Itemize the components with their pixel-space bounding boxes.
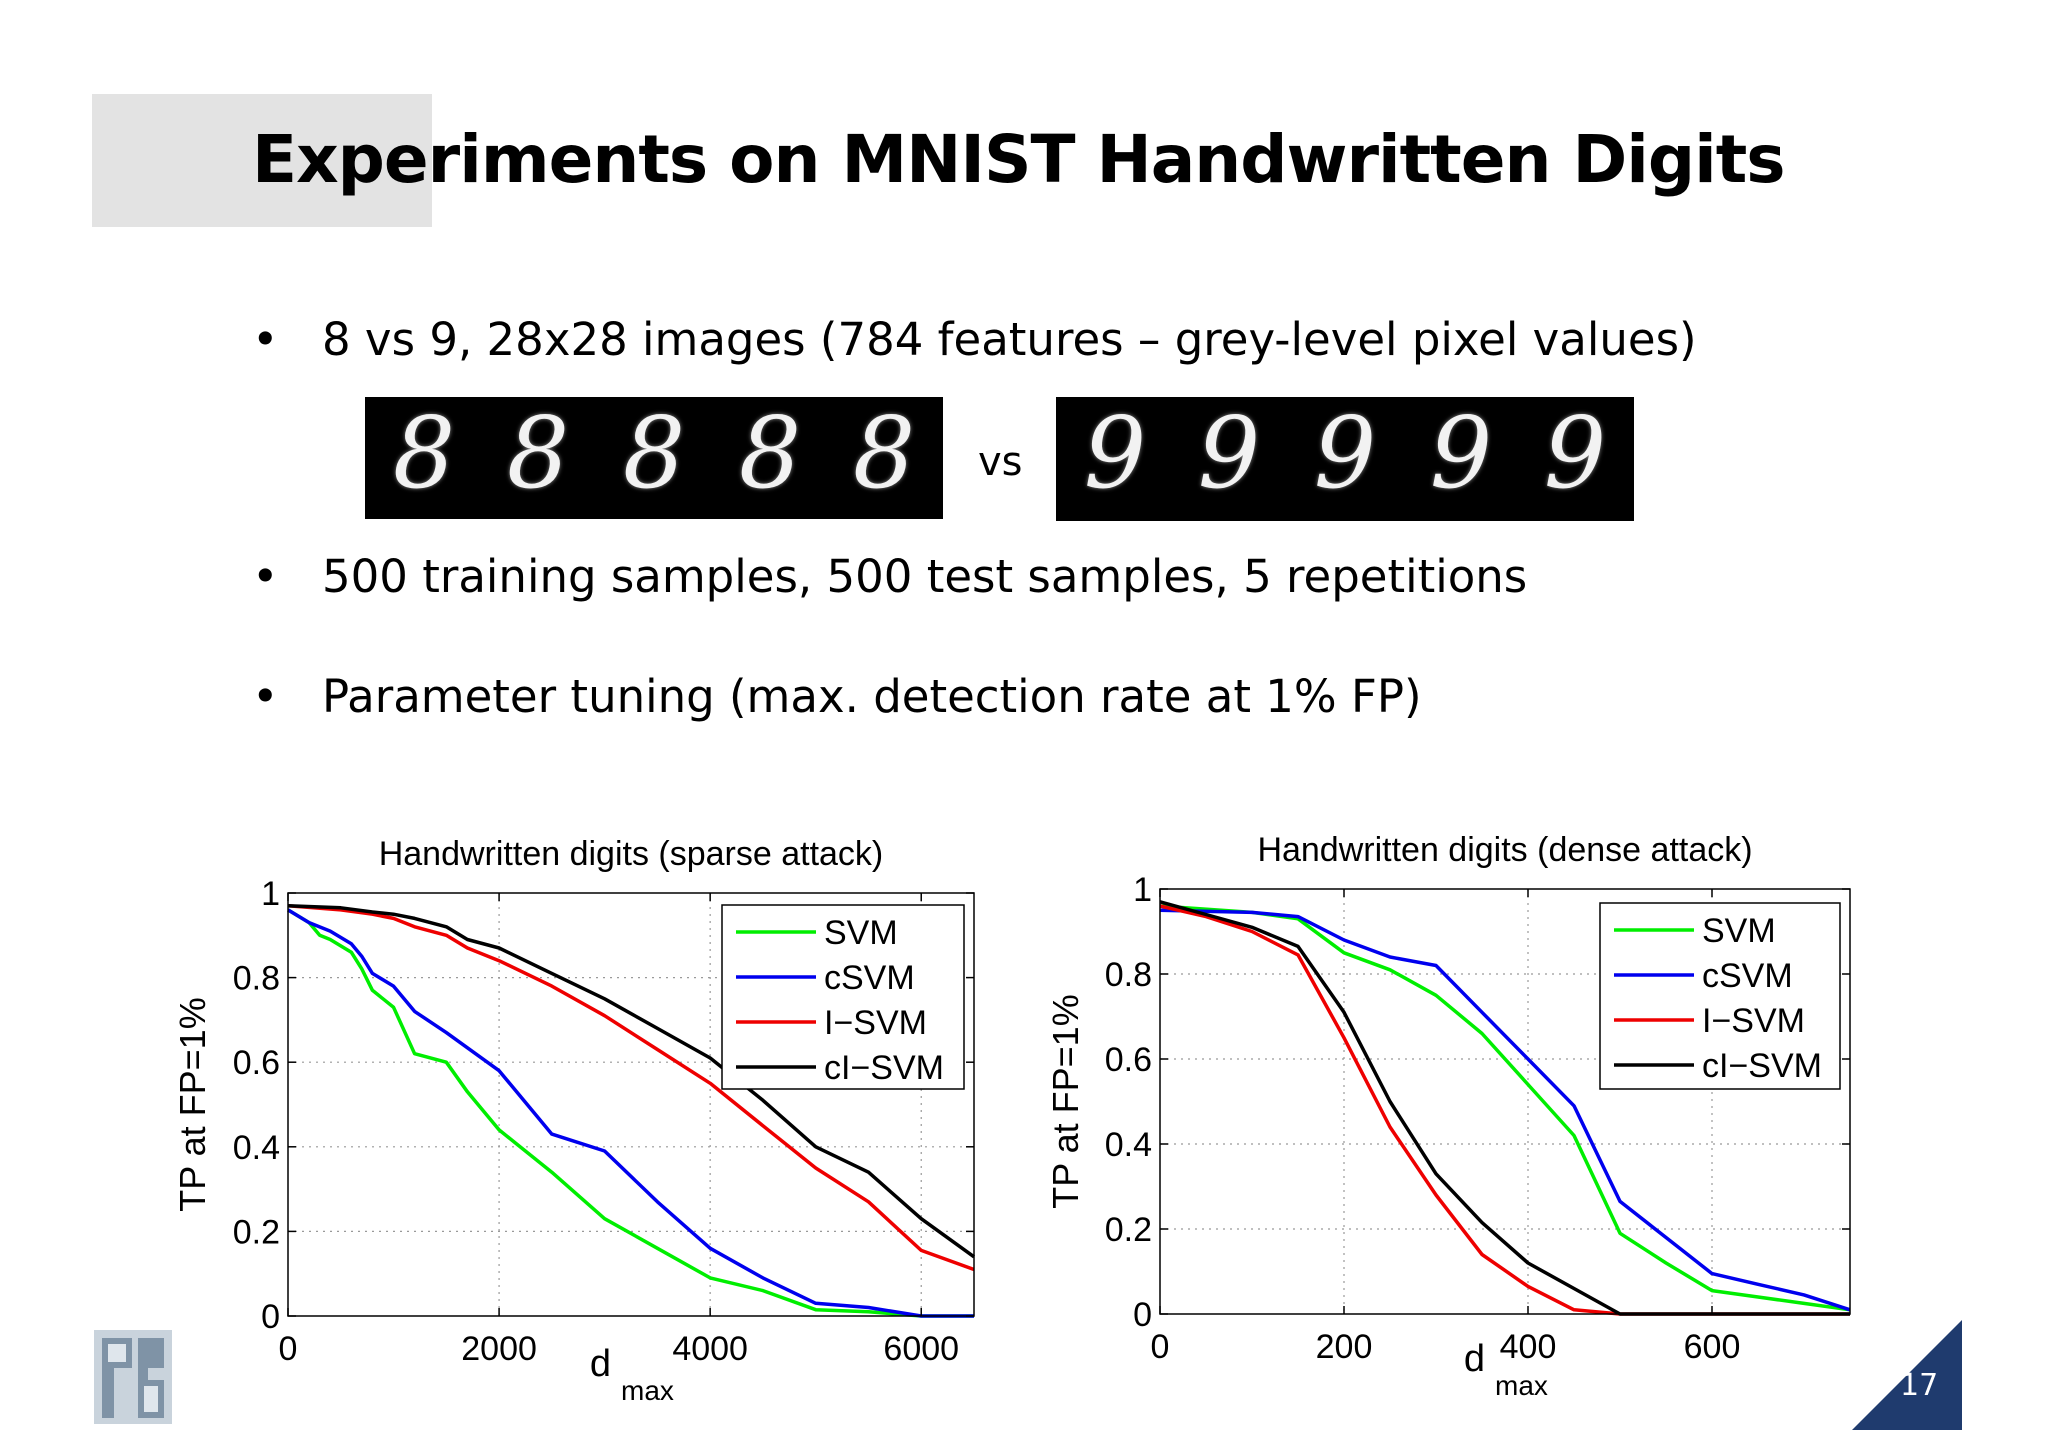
bullet-text: 500 training samples, 500 test samples, … <box>322 550 1528 603</box>
x-axis-label-subscript: max <box>1495 1370 1548 1401</box>
digit-eight-images: 8 8 8 8 8 <box>365 397 943 519</box>
series-line-svm <box>287 908 974 1318</box>
x-tick-label: 4000 <box>672 1330 748 1368</box>
legend-label: cSVM <box>1702 957 1793 995</box>
bullet-dot: • <box>252 670 279 723</box>
series-line-csvm <box>1159 908 1851 1312</box>
y-tick-label: 0.4 <box>1105 1126 1152 1164</box>
legend-box <box>721 904 965 1090</box>
legend-label: cI−SVM <box>1702 1047 1822 1085</box>
vs-label: vs <box>978 439 1023 485</box>
bullet-dot: • <box>252 313 279 366</box>
y-axis-label: TP at FP=1% <box>172 997 213 1211</box>
y-tick-label: 0.2 <box>1105 1211 1152 1249</box>
y-tick-label: 0.6 <box>233 1044 280 1082</box>
chart-panel-1: 0 2000 4000 6000 0 0.2 0.4 0.6 0.8 1 Handwritten d… <box>172 835 976 1406</box>
digit-eight: 8 <box>738 397 802 511</box>
university-logo-icon <box>94 1330 172 1424</box>
chart-title: Handwritten digits (sparse attack) <box>379 835 884 873</box>
x-tick-label: 600 <box>1684 1328 1741 1366</box>
axes-box <box>287 892 975 1317</box>
legend-label: I−SVM <box>1702 1002 1805 1040</box>
x-tick-label: 400 <box>1500 1328 1557 1366</box>
series-line-svm <box>1159 904 1851 1312</box>
x-axis-label-subscript: max <box>621 1375 674 1406</box>
digit-nine: 9 <box>1313 397 1377 511</box>
title-accent-box <box>92 94 432 227</box>
y-tick-label: 0.2 <box>233 1213 280 1251</box>
axes-box <box>1159 888 1851 1315</box>
legend-label: cSVM <box>824 959 915 997</box>
x-axis-label: d <box>590 1343 611 1385</box>
digit-eight: 8 <box>506 397 570 511</box>
series-line-isvm <box>287 903 975 1272</box>
x-tick-label: 2000 <box>461 1330 537 1368</box>
digit-nine: 9 <box>1429 397 1493 511</box>
y-tick-label: 0.4 <box>233 1129 280 1167</box>
bullet-text: Parameter tuning (max. detection rate at… <box>322 670 1422 723</box>
digit-eight: 8 <box>392 397 456 511</box>
y-axis-label: TP at FP=1% <box>1045 994 1086 1208</box>
digit-nine: 9 <box>1197 397 1261 511</box>
x-axis-label: d <box>1464 1338 1485 1380</box>
y-tick-label: 1 <box>261 875 280 913</box>
legend-box <box>1599 902 1841 1090</box>
legend-label: SVM <box>824 914 898 952</box>
legend-label: SVM <box>1702 912 1776 950</box>
legend-label: cI−SVM <box>824 1049 944 1087</box>
digit-nine: 9 <box>1083 397 1147 511</box>
bullet-dot: • <box>252 550 279 603</box>
digit-eight: 8 <box>622 397 686 511</box>
x-tick-label: 0 <box>279 1330 298 1368</box>
y-tick-label: 1 <box>1133 871 1152 909</box>
y-tick-label: 0 <box>1133 1296 1152 1334</box>
y-tick-label: 0 <box>261 1298 280 1336</box>
x-tick-label: 6000 <box>883 1330 959 1368</box>
page-corner-triangle <box>1852 1320 1962 1430</box>
y-tick-label: 0.8 <box>233 960 280 998</box>
page-number: 17 <box>1900 1368 1939 1403</box>
chart-panel-2: 0 200 400 600 0 0.2 0.4 0.6 0.8 1 Handwritten digi… <box>1045 831 1851 1401</box>
y-tick-label: 0.8 <box>1105 956 1152 994</box>
digit-nine: 9 <box>1543 397 1607 511</box>
chart-title: Handwritten digits (dense attack) <box>1257 831 1752 869</box>
series-line-cisvm <box>287 903 976 1259</box>
legend-label: I−SVM <box>824 1004 927 1042</box>
x-tick-label: 0 <box>1151 1328 1170 1366</box>
x-tick-label: 200 <box>1316 1328 1373 1366</box>
slide-title: Experiments on MNIST Handwritten Digits <box>252 121 1786 198</box>
digit-eight: 8 <box>852 397 916 511</box>
digit-nine-images: 9 9 9 9 9 <box>1056 397 1634 521</box>
series-line-csvm <box>287 908 974 1318</box>
bullet-text: 8 vs 9, 28x28 images (784 features – gre… <box>322 313 1697 366</box>
y-tick-label: 0.6 <box>1105 1041 1152 1079</box>
